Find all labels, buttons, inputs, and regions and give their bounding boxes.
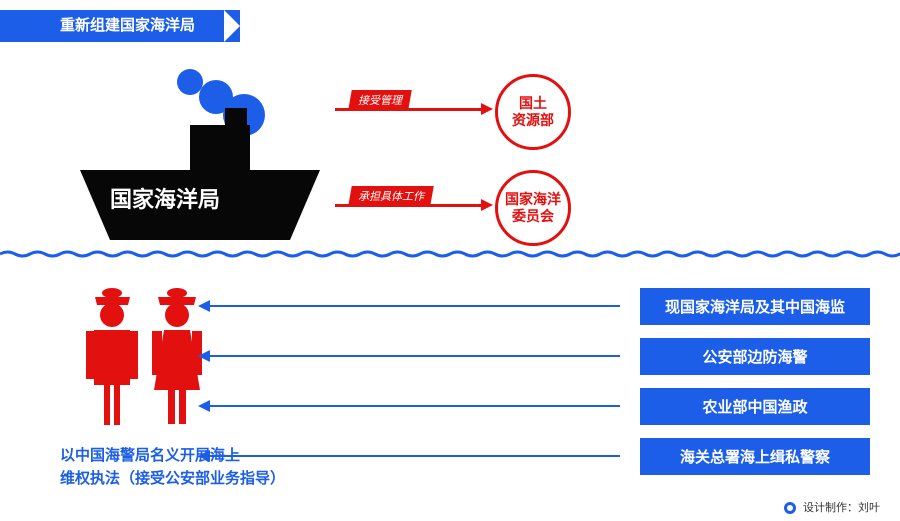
merge-box-1: 公安部边防海警	[640, 338, 870, 375]
merge-box-2: 农业部中国渔政	[640, 388, 870, 425]
banner-notch	[224, 10, 240, 42]
credit-text: 设计制作：刘叶	[803, 502, 880, 514]
officers-icon	[80, 285, 210, 435]
blue-arrow-0	[210, 305, 620, 307]
caption-line2: 维权执法（接受公安部业务指导）	[60, 468, 285, 491]
credit-icon	[784, 502, 796, 514]
ship-label: 国家海洋局	[110, 182, 220, 214]
arrow-label-1: 承担具体工作	[348, 186, 434, 206]
banner-title: 重新组建国家海洋局	[0, 10, 225, 42]
blue-arrow-2	[210, 405, 620, 407]
target-circle-0: 国土资源部	[495, 74, 571, 150]
title-banner: 重新组建国家海洋局	[0, 10, 240, 42]
caption-text: 以中国海警局名义开展海上 维权执法（接受公安部业务指导）	[60, 445, 285, 490]
arrow-label-0: 接受管理	[348, 90, 412, 110]
target-circle-1: 国家海洋委员会	[495, 170, 571, 246]
blue-arrow-1	[210, 355, 620, 357]
merge-box-3: 海关总署海上缉私警察	[640, 438, 870, 475]
credit: 设计制作：刘叶	[784, 499, 880, 515]
merge-box-0: 现国家海洋局及其中国海监	[640, 288, 870, 325]
ship-icon	[70, 60, 330, 260]
wave-divider	[0, 248, 900, 260]
caption-line1: 以中国海警局名义开展海上	[60, 445, 285, 468]
